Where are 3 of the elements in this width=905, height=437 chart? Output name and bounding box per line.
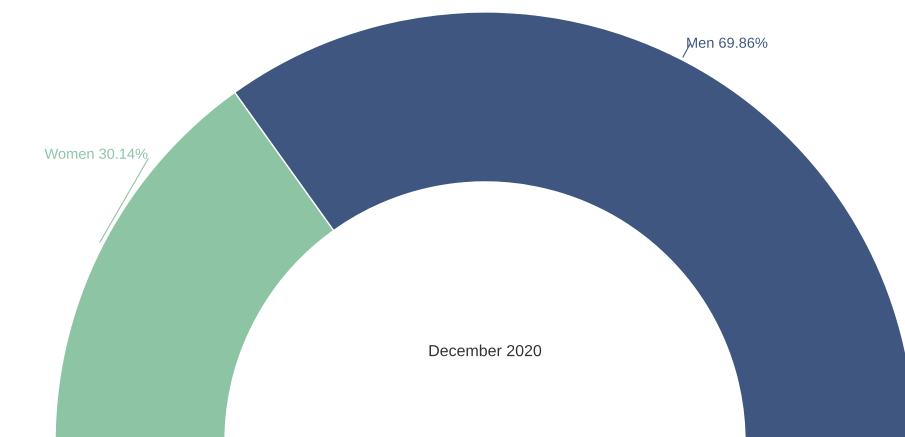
slice-label: Men 69.86% bbox=[687, 38, 768, 48]
text: December 2020 bbox=[429, 344, 542, 356]
slice-label: Women 30.14% bbox=[44, 148, 148, 159]
